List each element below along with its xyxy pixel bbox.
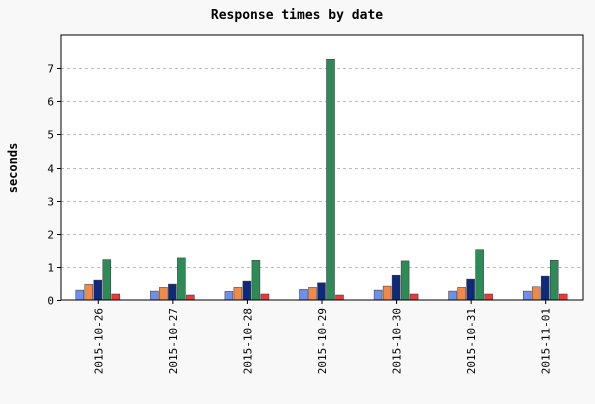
bar — [159, 287, 168, 301]
bar — [186, 294, 195, 301]
bar — [373, 289, 383, 301]
y-tick-label: 3 — [47, 196, 54, 209]
y-tick-label: 2 — [47, 229, 54, 242]
bar — [466, 278, 475, 301]
x-axis: 2015-10-26 2015-10-27 2015-10-28 2015-10-29… — [92, 300, 553, 374]
bar — [475, 249, 484, 301]
bar — [448, 290, 457, 301]
x-tick-label: 2015-10-30 — [391, 308, 404, 374]
x-tick-label: 2015-10-29 — [316, 308, 329, 374]
bar — [540, 275, 550, 301]
x-tick-label: 2015-11-01 — [540, 308, 553, 374]
bar — [242, 280, 252, 301]
bar — [260, 293, 270, 301]
y-axis-label: seconds — [6, 143, 20, 194]
bar — [224, 291, 234, 301]
x-tick-label: 2015-10-27 — [167, 308, 180, 374]
bar — [382, 285, 392, 301]
bar — [335, 294, 344, 301]
grid-lines — [61, 68, 583, 268]
y-tick-label: 7 — [47, 63, 54, 76]
bar — [522, 290, 532, 301]
bar — [299, 289, 308, 301]
bar — [317, 282, 326, 301]
y-tick-label: 4 — [47, 163, 54, 176]
y-axis: 0 1 2 3 4 5 6 7 — [47, 63, 61, 308]
x-tick-label: 2015-10-28 — [241, 308, 254, 374]
bar — [102, 259, 112, 301]
bar — [168, 283, 177, 301]
chart-title: Response times by date — [211, 8, 383, 23]
bar — [233, 287, 243, 301]
y-tick-label: 5 — [47, 129, 54, 142]
bar — [251, 260, 261, 301]
bar — [484, 293, 493, 301]
bars — [75, 58, 568, 301]
bar — [549, 260, 559, 301]
bar — [177, 257, 186, 301]
bar — [150, 290, 159, 301]
bar — [558, 293, 568, 301]
bar — [308, 287, 317, 301]
y-tick-label: 6 — [47, 96, 54, 109]
bar — [391, 274, 401, 301]
bar — [93, 279, 103, 301]
bar — [400, 260, 410, 301]
bar — [111, 293, 121, 301]
x-tick-label: 2015-10-31 — [465, 308, 478, 374]
bar — [457, 287, 466, 301]
bar — [326, 58, 335, 301]
y-tick-label: 0 — [47, 295, 54, 308]
bar — [84, 284, 94, 301]
plot-area — [61, 35, 583, 300]
bar — [75, 289, 85, 301]
bar — [531, 286, 541, 301]
x-tick-label: 2015-10-26 — [92, 308, 105, 374]
y-tick-label: 1 — [47, 262, 54, 275]
bar — [409, 293, 419, 301]
